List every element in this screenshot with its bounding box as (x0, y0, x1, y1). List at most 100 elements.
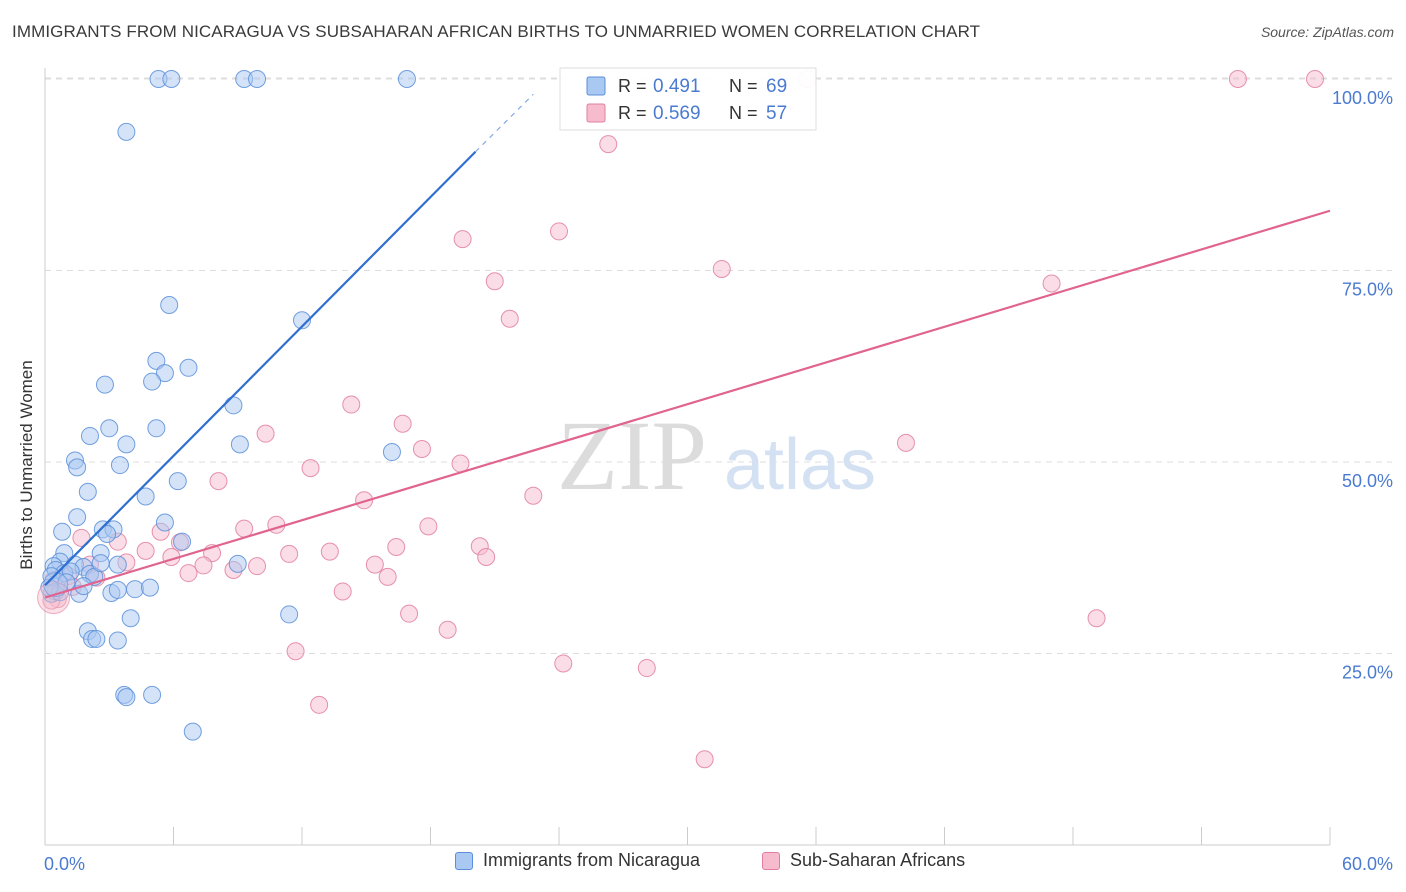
point-subsaharan (310, 695, 329, 714)
stats-r-value: 0.491 (653, 76, 701, 97)
watermark: ZIP atlas (557, 400, 876, 511)
point-nicaragua (143, 685, 162, 704)
point-subsaharan (235, 519, 254, 538)
point-nicaragua (230, 435, 249, 454)
point-nicaragua (280, 605, 299, 624)
point-nicaragua (397, 70, 416, 88)
point-nicaragua (183, 722, 202, 741)
point-subsaharan (896, 433, 915, 452)
legend-label-nicaragua: Immigrants from Nicaragua (483, 850, 701, 870)
trend-line-nicaragua (44, 150, 477, 587)
point-subsaharan (320, 542, 339, 561)
chart-title: IMMIGRANTS FROM NICARAGUA VS SUBSAHARAN … (12, 22, 981, 41)
point-nicaragua (168, 472, 187, 491)
point-nicaragua (108, 580, 127, 599)
legend-swatch-blue (455, 851, 473, 870)
point-subsaharan (256, 424, 275, 443)
x-tick-label: 0.0% (44, 854, 85, 874)
point-nicaragua (179, 358, 198, 377)
point-nicaragua (147, 351, 166, 370)
point-subsaharan (280, 544, 299, 563)
stats-r-label: R = (618, 103, 647, 123)
point-subsaharan (136, 541, 155, 560)
point-nicaragua (147, 419, 166, 438)
legend-item-subsaharan[interactable]: Sub-Saharan Africans (762, 850, 965, 871)
point-nicaragua (125, 580, 144, 599)
point-subsaharan (194, 556, 213, 575)
watermark-atlas: atlas (724, 425, 876, 505)
point-nicaragua (248, 70, 267, 88)
point-subsaharan (400, 604, 419, 623)
point-subsaharan (695, 750, 714, 769)
point-nicaragua (293, 311, 311, 330)
point-nicaragua (68, 508, 87, 527)
chart-source: Source: ZipAtlas.com (1260, 24, 1394, 40)
y-axis-label: Births to Unmarried Women (17, 360, 36, 569)
point-nicaragua (121, 609, 140, 628)
point-nicaragua (108, 555, 127, 574)
x-tick-label: 60.0% (1342, 854, 1393, 874)
point-subsaharan (179, 564, 198, 583)
point-subsaharan-large (37, 581, 71, 615)
grid-lines (45, 77, 1392, 654)
point-nicaragua (68, 458, 87, 477)
point-nicaragua (53, 522, 72, 541)
point-subsaharan (248, 557, 267, 576)
point-nicaragua (162, 70, 181, 88)
point-nicaragua (160, 295, 179, 314)
chart-legend: Immigrants from Nicaragua Sub-Saharan Af… (0, 850, 1406, 880)
point-subsaharan (477, 547, 496, 566)
point-subsaharan (453, 230, 472, 249)
point-subsaharan (378, 567, 397, 586)
point-nicaragua (78, 482, 97, 501)
trend-lines (44, 93, 1331, 599)
y-tick-label: 25.0% (1342, 663, 1393, 683)
point-subsaharan (209, 472, 228, 491)
point-nicaragua (117, 122, 136, 141)
point-subsaharan (451, 454, 470, 473)
point-subsaharan (342, 395, 361, 414)
stats-r-value: 0.569 (653, 103, 701, 124)
y-tick-label: 50.0% (1342, 471, 1393, 491)
point-subsaharan (412, 439, 431, 458)
point-nicaragua-large (43, 572, 69, 598)
point-subsaharan (1228, 70, 1247, 88)
y-tick-label: 100.0% (1332, 88, 1393, 108)
point-nicaragua (224, 396, 243, 415)
point-subsaharan (333, 582, 352, 601)
point-subsaharan (438, 620, 457, 639)
axes (44, 68, 1331, 846)
point-nicaragua (117, 688, 136, 707)
point-nicaragua (155, 513, 174, 532)
point-nicaragua (117, 435, 136, 454)
point-nicaragua (95, 375, 114, 394)
legend-label-subsaharan: Sub-Saharan Africans (790, 850, 966, 870)
stats-box: R = 0.491 N = 69 R = 0.569 N = 57 (559, 67, 817, 131)
trend-line-nicaragua-extension (475, 93, 534, 153)
legend-swatch-pink (762, 851, 780, 870)
point-nicaragua (80, 426, 99, 445)
point-subsaharan (500, 309, 519, 328)
trend-line-subsaharan (44, 209, 1331, 599)
point-subsaharan (419, 517, 438, 536)
stats-n-value: 57 (766, 103, 787, 124)
point-subsaharan (599, 135, 618, 154)
point-subsaharan (365, 555, 384, 574)
point-nicaragua (173, 532, 192, 551)
legend-item-nicaragua[interactable]: Immigrants from Nicaragua (455, 850, 700, 871)
point-nicaragua (110, 456, 129, 475)
point-nicaragua (98, 525, 117, 544)
point-subsaharan (712, 259, 731, 278)
stats-swatch (586, 76, 606, 96)
point-subsaharan (637, 659, 656, 678)
point-subsaharan (524, 486, 543, 505)
stats-r-label: R = (618, 76, 647, 96)
point-subsaharan (554, 654, 573, 673)
point-subsaharan (286, 642, 305, 661)
point-nicaragua (100, 419, 119, 438)
stats-swatch (586, 103, 606, 123)
point-subsaharan (485, 272, 504, 291)
data-points (37, 70, 1325, 769)
point-nicaragua (136, 487, 155, 506)
point-nicaragua (143, 372, 162, 391)
